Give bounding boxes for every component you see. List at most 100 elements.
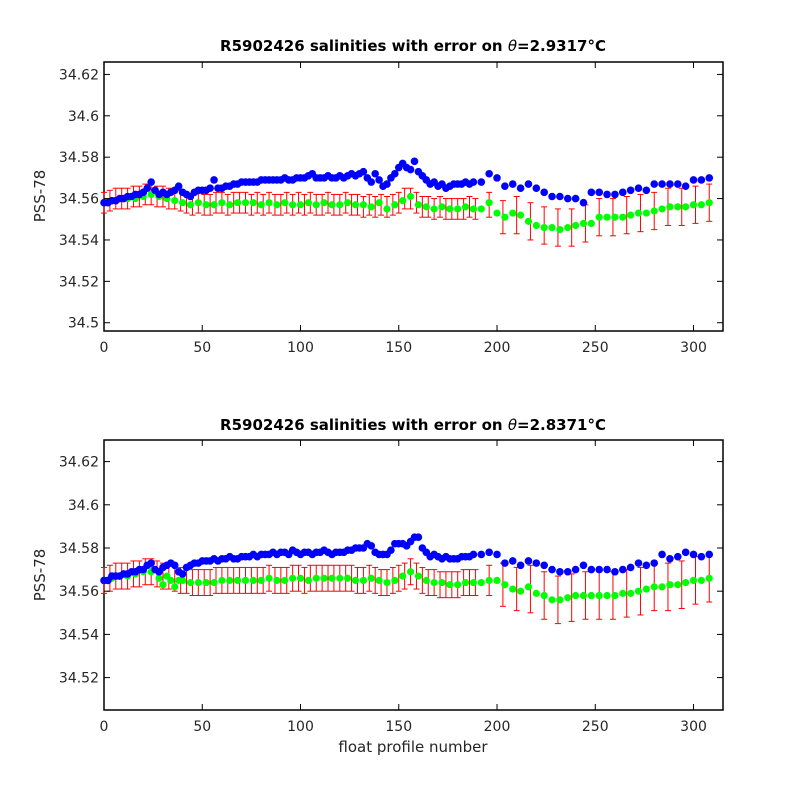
mapped-salinity-point [509,209,517,217]
mapped-salinity-point [564,223,572,232]
mapped-salinity-point [194,199,202,207]
mapped-salinity-point [438,578,446,587]
float-salinity-point [371,169,379,178]
error-bar [372,566,379,594]
error-bar [207,569,214,597]
mapped-salinity-point [289,574,297,582]
mapped-salinity-point [359,201,367,209]
mapped-salinity-point [564,594,572,602]
mapped-salinity-point [682,578,690,587]
float-salinity-point [556,192,564,201]
chart-panel-bottom: R5902426 salinities with error on θ=2.83… [31,416,724,756]
float-salinity-point [178,570,187,578]
mapped-salinity-point [461,578,470,587]
float-salinity-point [508,180,517,188]
error-bar [623,196,630,235]
float-salinity-point [493,174,501,182]
float-salinity-point [697,552,706,561]
float-salinity-point [174,182,183,190]
mapped-salinity-point [375,576,383,585]
x-tick-label: 100 [287,719,314,735]
mapped-salinity-point [249,576,257,585]
plot-marks-bottom [100,533,714,625]
x-tick-label: 250 [582,340,609,356]
mapped-salinity-point [375,199,383,207]
x-tick-label: 150 [385,719,412,735]
error-bar [466,196,473,218]
mapped-salinity-point [328,201,336,209]
mapped-salinity-point [666,203,674,211]
float-salinity-point [387,546,395,554]
mapped-salinity-point [359,576,367,585]
float-salinity-point [611,190,619,199]
mapped-salinity-point [485,576,493,585]
float-salinity-point [540,188,548,197]
mapped-salinity-point [689,201,698,209]
x-tick-label: 0 [100,340,109,356]
mapped-salinity-point [210,201,218,209]
float-salinity-point [375,176,383,184]
mapped-salinity-point [304,576,312,585]
mapped-salinity-point [336,201,344,209]
mapped-salinity-point [469,205,478,213]
error-bar [301,193,308,216]
y-tick-label: 34.54 [59,233,99,249]
error-bar [136,560,143,588]
mapped-salinity-point [249,199,257,207]
mapped-salinity-point [454,205,462,213]
mapped-salinity-point [532,221,540,230]
float-salinity-point [414,533,423,541]
float-salinity-point [681,182,690,190]
float-salinity-point [603,565,611,574]
chart-title-bottom: R5902426 salinities with error on θ=2.83… [220,416,606,434]
mapped-salinity-point [194,578,202,587]
float-salinity-point [477,178,486,186]
mapped-salinity-point [414,572,423,580]
mapped-salinity-point [186,578,195,587]
float-salinity-point [524,557,533,565]
y-tick-label: 34.52 [59,671,99,687]
mapped-salinity-point [516,587,525,595]
float-salinity-point [705,550,714,559]
mapped-salinity-point [422,576,430,585]
axes-top: 0 50 100 150 200 250 300 34.5 34.52 34.54 34.56 34.… [59,62,723,356]
mapped-salinity-point [218,576,226,585]
mapped-salinity-point [414,201,423,209]
mapped-salinity-point [312,201,320,209]
mapped-salinity-point [281,199,289,207]
float-salinity-point [367,542,376,550]
mapped-salinity-point [234,199,242,207]
mapped-salinity-point [367,203,375,211]
float-salinity-point [391,169,399,178]
mapped-salinity-point [469,578,478,587]
mapped-salinity-point [572,221,580,230]
float-salinity-point [618,188,627,197]
y-tick-label: 34.52 [59,274,99,290]
float-salinity-point [524,180,533,188]
mapped-salinity-point [642,209,650,217]
float-salinity-point [595,188,603,197]
mapped-salinity-point [611,213,619,221]
mapped-salinity-point [234,576,242,585]
error-bar [230,191,237,214]
mapped-salinity-point [493,209,501,217]
float-salinity-point [493,550,501,559]
float-salinity-point [650,180,659,188]
mapped-salinity-point [642,585,650,593]
error-bar [254,566,261,594]
mapped-salinity-point [391,201,399,209]
error-bar [254,191,261,214]
plot-marks-top [100,157,714,247]
mapped-salinity-point [438,203,446,211]
mapped-salinity-point [595,213,603,221]
float-salinity-point [516,561,525,570]
mapped-salinity-point [493,576,501,585]
mapped-salinity-point [399,572,407,580]
error-bar [372,196,379,218]
mapped-salinity-point [241,576,250,585]
float-salinity-point [674,552,682,561]
y-tick-label: 34.58 [59,541,99,557]
mapped-salinity-point [218,199,226,207]
y-axis-label-bottom: PSS-78 [31,549,49,602]
mapped-salinity-point [202,201,210,209]
